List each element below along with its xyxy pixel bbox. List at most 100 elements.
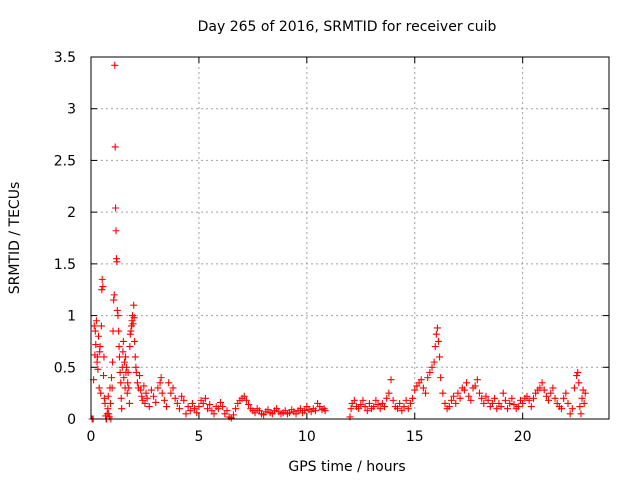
data-point bbox=[311, 407, 319, 415]
data-point bbox=[417, 376, 425, 384]
data-point bbox=[204, 405, 212, 413]
data-point bbox=[142, 389, 150, 397]
data-point bbox=[99, 283, 107, 291]
data-point bbox=[98, 286, 106, 294]
data-point bbox=[321, 407, 329, 415]
data-point bbox=[465, 392, 473, 400]
data-point bbox=[130, 314, 138, 322]
data-point bbox=[141, 399, 149, 407]
data-point bbox=[98, 275, 106, 283]
data-point bbox=[426, 368, 434, 376]
data-point bbox=[434, 337, 442, 345]
data-point bbox=[94, 365, 102, 373]
y-axis-label: SRMTID / TECUs bbox=[7, 182, 23, 295]
data-point bbox=[131, 337, 139, 345]
data-point bbox=[536, 384, 544, 392]
data-point bbox=[396, 399, 404, 407]
data-point bbox=[232, 405, 240, 413]
data-point bbox=[184, 403, 192, 411]
data-point bbox=[385, 389, 393, 397]
data-point bbox=[245, 401, 253, 409]
data-point bbox=[523, 392, 531, 400]
y-tick-label: 3 bbox=[67, 102, 76, 118]
data-point bbox=[301, 407, 309, 415]
data-point bbox=[374, 401, 382, 409]
data-point bbox=[549, 384, 557, 392]
data-point bbox=[138, 392, 146, 400]
data-point bbox=[106, 399, 114, 407]
data-point bbox=[182, 410, 190, 418]
data-point bbox=[547, 389, 555, 397]
data-point bbox=[152, 398, 160, 406]
data-point bbox=[529, 394, 537, 402]
data-point bbox=[437, 374, 445, 382]
data-point bbox=[188, 399, 196, 407]
grid bbox=[91, 57, 609, 419]
data-point bbox=[577, 410, 585, 418]
data-point bbox=[178, 392, 186, 400]
data-point bbox=[115, 327, 123, 335]
data-point bbox=[576, 403, 584, 411]
data-point bbox=[519, 399, 527, 407]
data-point bbox=[570, 384, 578, 392]
x-axis-label: GPS time / hours bbox=[288, 459, 405, 475]
y-tick-label: 1 bbox=[67, 309, 76, 325]
data-point bbox=[482, 392, 490, 400]
data-point bbox=[467, 396, 475, 404]
x-tick-label: 20 bbox=[514, 429, 532, 445]
data-point bbox=[452, 399, 460, 407]
data-point bbox=[120, 358, 128, 366]
data-point bbox=[562, 389, 570, 397]
y-tick-label: 0.5 bbox=[54, 360, 76, 376]
data-point bbox=[129, 320, 137, 328]
data-point bbox=[195, 403, 203, 411]
chart-title: Day 265 of 2016, SRMTID for receiver cui… bbox=[198, 19, 497, 35]
data-point bbox=[573, 372, 581, 380]
data-point bbox=[104, 392, 112, 400]
data-point bbox=[361, 403, 369, 411]
data-point bbox=[171, 394, 179, 402]
data-point bbox=[223, 407, 231, 415]
x-tick-label: 10 bbox=[298, 429, 316, 445]
data-point bbox=[95, 384, 103, 392]
data-point bbox=[119, 348, 127, 356]
data-point bbox=[432, 330, 440, 338]
data-point bbox=[112, 204, 120, 212]
data-point bbox=[117, 394, 125, 402]
data-point bbox=[506, 399, 514, 407]
data-point bbox=[169, 384, 177, 392]
data-point bbox=[143, 394, 151, 402]
data-point bbox=[372, 396, 380, 404]
data-point bbox=[363, 407, 371, 415]
data-point bbox=[175, 405, 183, 413]
data-point bbox=[510, 401, 518, 409]
data-point bbox=[140, 382, 148, 390]
data-point bbox=[393, 405, 401, 413]
data-point bbox=[347, 405, 355, 413]
data-point bbox=[130, 301, 138, 309]
data-point bbox=[551, 394, 559, 402]
data-point bbox=[109, 358, 117, 366]
data-point bbox=[133, 379, 141, 387]
data-point bbox=[114, 312, 122, 320]
data-point bbox=[115, 353, 123, 361]
y-tick-label: 3.5 bbox=[54, 50, 76, 66]
data-point bbox=[117, 379, 125, 387]
data-point bbox=[566, 410, 574, 418]
data-point bbox=[180, 396, 188, 404]
data-point bbox=[540, 386, 548, 394]
data-point bbox=[542, 392, 550, 400]
data-point bbox=[538, 379, 546, 387]
data-point bbox=[454, 389, 462, 397]
data-point bbox=[210, 410, 218, 418]
data-point bbox=[428, 363, 436, 371]
data-point bbox=[430, 358, 438, 366]
data-point bbox=[389, 396, 397, 404]
data-point bbox=[402, 396, 410, 404]
data-point bbox=[217, 398, 224, 406]
data-point bbox=[381, 403, 389, 411]
data-point bbox=[108, 374, 116, 382]
data-point bbox=[473, 376, 481, 384]
data-point bbox=[186, 407, 194, 415]
